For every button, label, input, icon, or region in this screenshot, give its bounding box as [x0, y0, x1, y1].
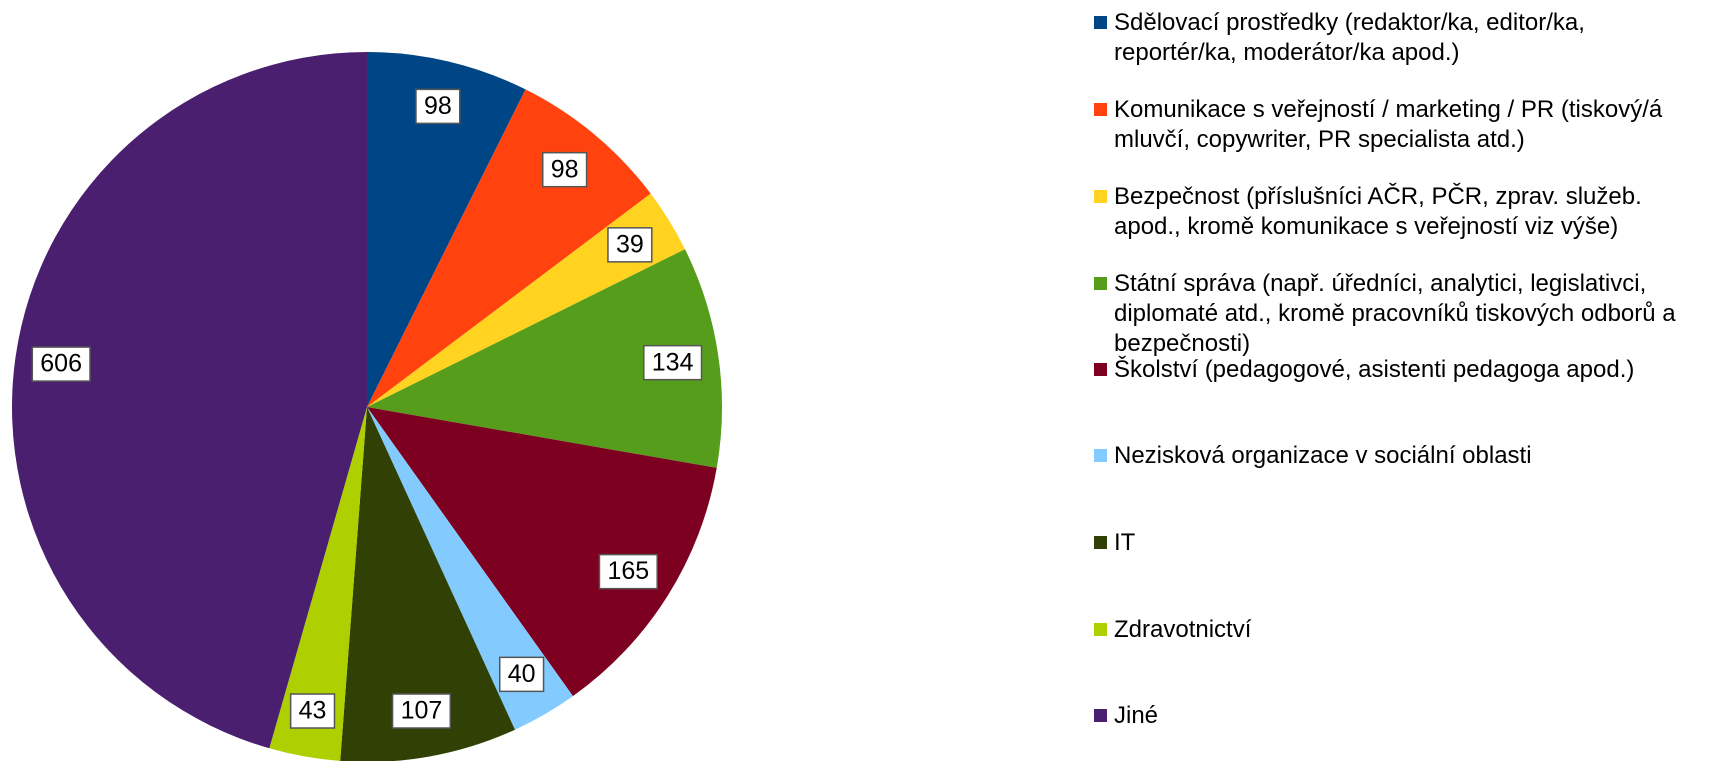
legend-label: Státní správa (např. úředníci, analytici…: [1114, 270, 1676, 357]
legend-item: Sdělovací prostředky (redaktor/ka, edito…: [1094, 8, 1714, 68]
data-label-box: [31, 346, 91, 382]
legend-label: Sdělovací prostředky (redaktor/ka, edito…: [1114, 9, 1585, 66]
legend-item: Nezisková organizace v sociální oblasti: [1094, 441, 1714, 471]
legend-item: Bezpečnost (příslušníci AČR, PČR, zprav.…: [1094, 182, 1714, 242]
legend-swatch: [1094, 190, 1107, 203]
data-label: 98: [424, 92, 452, 120]
pie-slice: [12, 52, 368, 749]
pie-area: 98 98 39 134 165 40 107 43 606: [12, 52, 722, 761]
legend-swatch: [1094, 536, 1107, 549]
pie-slice: [340, 407, 515, 761]
legend-swatch: [1094, 16, 1107, 29]
legend-swatch: [1094, 277, 1107, 290]
legend-label: IT: [1114, 529, 1136, 556]
data-label-box: [391, 693, 452, 729]
legend-item: IT: [1094, 528, 1714, 558]
legend-item: Komunikace s veřejností / marketing / PR…: [1094, 95, 1714, 155]
pie-slice: [367, 193, 686, 407]
data-label-box: [598, 553, 658, 590]
legend-swatch: [1094, 709, 1107, 722]
legend-item: Jiné: [1094, 701, 1714, 731]
data-label: 43: [299, 697, 327, 725]
legend-label: Bezpečnost (příslušníci AČR, PČR, zprav.…: [1114, 183, 1642, 240]
legend-label: Školství (pedagogové, asistenti pedagoga…: [1114, 356, 1635, 383]
legend-label: Zdravotnictví: [1114, 616, 1252, 643]
data-label-box: [498, 656, 545, 693]
legend-swatch: [1094, 449, 1107, 462]
pie-slice: [367, 249, 722, 468]
legend-item: Školství (pedagogové, asistenti pedagoga…: [1094, 355, 1714, 385]
data-label: 134: [652, 348, 694, 376]
data-label-box: [607, 227, 653, 263]
data-label: 107: [401, 697, 443, 725]
data-label: 40: [508, 660, 536, 688]
data-label-box: [415, 88, 461, 125]
pie-slice: [367, 52, 526, 407]
legend-item: Státní správa (např. úředníci, analytici…: [1094, 269, 1714, 359]
pie-slice: [367, 407, 573, 730]
legend-label: Komunikace s veřejností / marketing / PR…: [1114, 96, 1663, 153]
legend-swatch: [1094, 103, 1107, 116]
legend-swatch: [1094, 363, 1107, 376]
legend-item: Zdravotnictví: [1094, 615, 1714, 645]
data-label-box: [289, 693, 336, 729]
data-label: 165: [607, 557, 649, 585]
data-label-box: [643, 344, 703, 381]
legend-label: Jiné: [1114, 702, 1159, 729]
data-label: 98: [551, 155, 579, 183]
data-label-box: [541, 151, 588, 188]
data-label: 606: [40, 350, 82, 378]
legend-label: Nezisková organizace v sociální oblasti: [1114, 442, 1532, 469]
legend-swatch: [1094, 623, 1107, 636]
data-label: 39: [616, 230, 644, 258]
pie-slice: [269, 407, 367, 761]
pie-slice: [367, 407, 717, 697]
